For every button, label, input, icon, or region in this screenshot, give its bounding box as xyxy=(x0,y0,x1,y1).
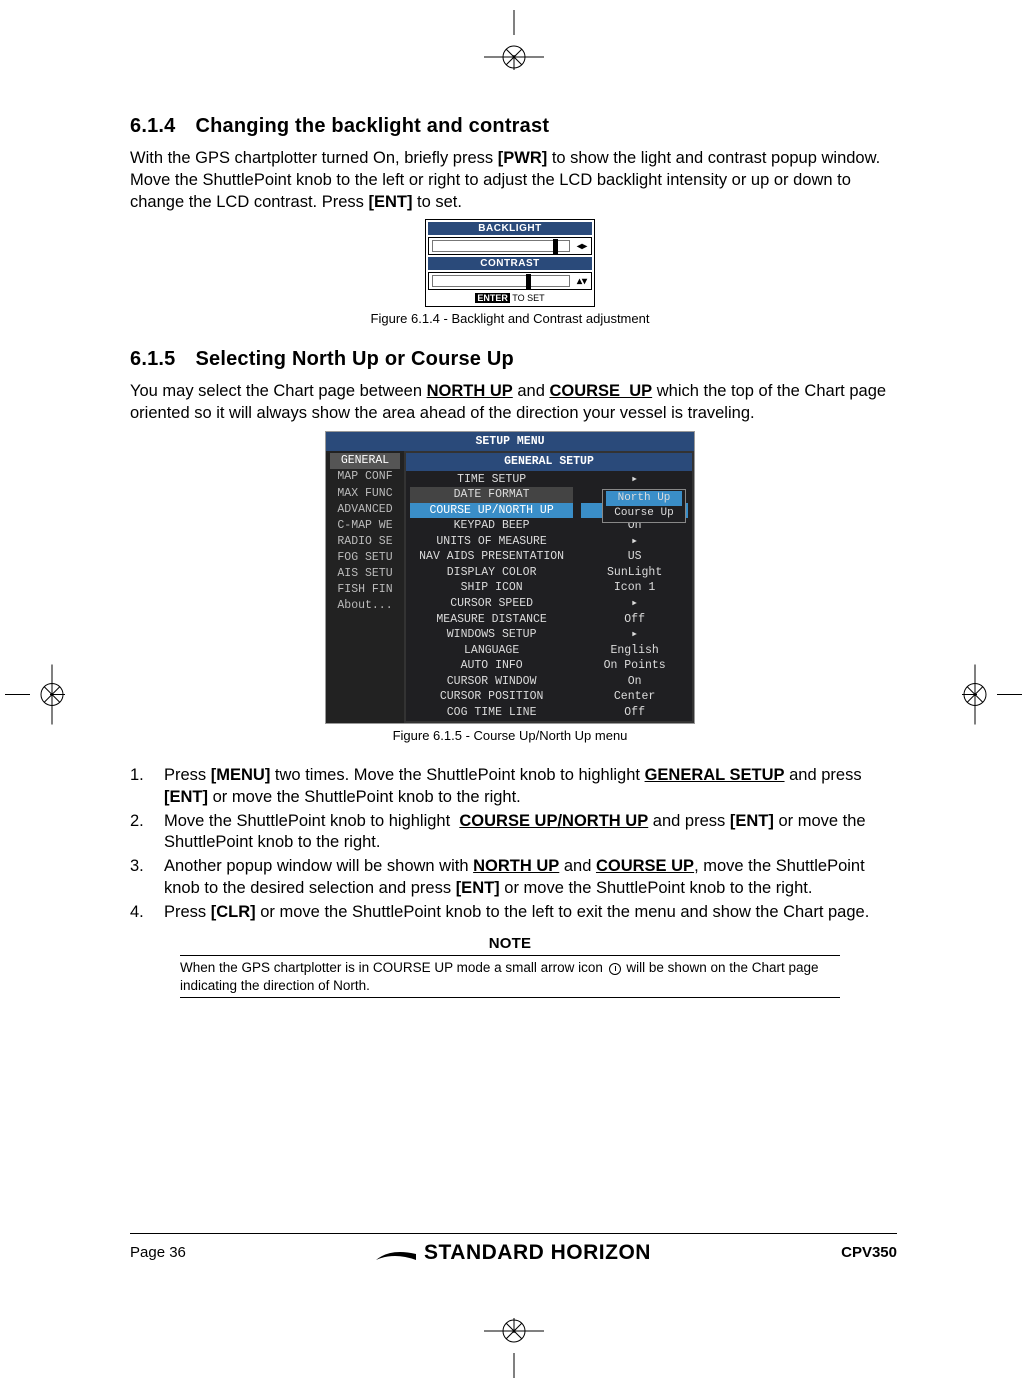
arrows-h-icon: ◂▸ xyxy=(573,241,591,252)
figure-614-caption: Figure 6.1.4 - Backlight and Contrast ad… xyxy=(130,311,890,326)
menu-settings-names: TIME SETUP DATE FORMAT COURSE UP/NORTH U… xyxy=(406,471,577,721)
menu-left-column: GENERAL MAP CONF MAX FUNC ADVANCED C-MAP… xyxy=(326,451,404,723)
crop-mark-left-icon xyxy=(5,664,65,729)
model-number: CPV350 xyxy=(841,1244,897,1261)
step-text-2: Move the ShuttlePoint knob to highlight … xyxy=(164,811,890,855)
note-title: NOTE xyxy=(180,935,840,952)
contrast-slider: ▴▾ xyxy=(428,272,592,290)
page-footer: Page 36 STANDARD HORIZON CPV350 xyxy=(130,1233,897,1263)
north-course-popup: North Up Course Up xyxy=(602,489,686,523)
brand-text: STANDARD HORIZON xyxy=(424,1241,651,1265)
crop-mark-bottom-icon xyxy=(484,1318,544,1383)
step-number: 1. xyxy=(130,765,164,809)
section-title: Changing the backlight and contrast xyxy=(195,115,549,137)
section-615-body: You may select the Chart page between NO… xyxy=(130,381,890,425)
steps-list: 1. Press [MENU] two times. Move the Shut… xyxy=(130,765,890,923)
crop-mark-right-icon xyxy=(962,664,1022,729)
north-arrow-icon xyxy=(609,963,621,975)
note-text: When the GPS chartplotter is in COURSE U… xyxy=(180,959,840,994)
section-title: Selecting North Up or Course Up xyxy=(195,348,513,370)
step-number: 3. xyxy=(130,856,164,900)
menu-sub-panel: GENERAL SETUP TIME SETUP DATE FORMAT COU… xyxy=(404,451,694,723)
step-number: 4. xyxy=(130,902,164,924)
menu-sub-title: GENERAL SETUP xyxy=(406,453,692,471)
note-block: NOTE When the GPS chartplotter is in COU… xyxy=(180,935,840,998)
menu-title: SETUP MENU xyxy=(326,432,694,452)
section-number: 6.1.5 xyxy=(130,348,175,370)
step-text-1: Press [MENU] two times. Move the Shuttle… xyxy=(164,765,890,809)
brand-logo: STANDARD HORIZON xyxy=(376,1241,651,1265)
figure-615: SETUP MENU GENERAL MAP CONF MAX FUNC ADV… xyxy=(130,431,890,724)
arrows-v-icon: ▴▾ xyxy=(573,276,591,287)
section-614-body: With the GPS chartplotter turned On, bri… xyxy=(130,148,890,213)
contrast-label: CONTRAST xyxy=(428,257,592,270)
backlight-label: BACKLIGHT xyxy=(428,222,592,235)
step-number: 2. xyxy=(130,811,164,855)
swoosh-icon xyxy=(376,1242,416,1264)
backlight-slider: ◂▸ xyxy=(428,237,592,255)
backlight-contrast-box: BACKLIGHT ◂▸ CONTRAST ▴▾ ENTER TO SET xyxy=(425,219,595,307)
page-number: Page 36 xyxy=(130,1244,186,1261)
section-heading-614: 6.1.4 Changing the backlight and contrast xyxy=(130,115,890,138)
section-number: 6.1.4 xyxy=(130,115,175,137)
step-text-4: Press [CLR] or move the ShuttlePoint kno… xyxy=(164,902,890,924)
figure-614: BACKLIGHT ◂▸ CONTRAST ▴▾ ENTER TO SET xyxy=(130,219,890,307)
crop-mark-top-icon xyxy=(484,10,544,75)
figure-615-caption: Figure 6.1.5 - Course Up/North Up menu xyxy=(130,728,890,743)
step-text-3: Another popup window will be shown with … xyxy=(164,856,890,900)
backlight-footer: ENTER TO SET xyxy=(428,292,592,304)
section-heading-615: 6.1.5 Selecting North Up or Course Up xyxy=(130,348,890,371)
setup-menu-screenshot: SETUP MENU GENERAL MAP CONF MAX FUNC ADV… xyxy=(325,431,695,724)
